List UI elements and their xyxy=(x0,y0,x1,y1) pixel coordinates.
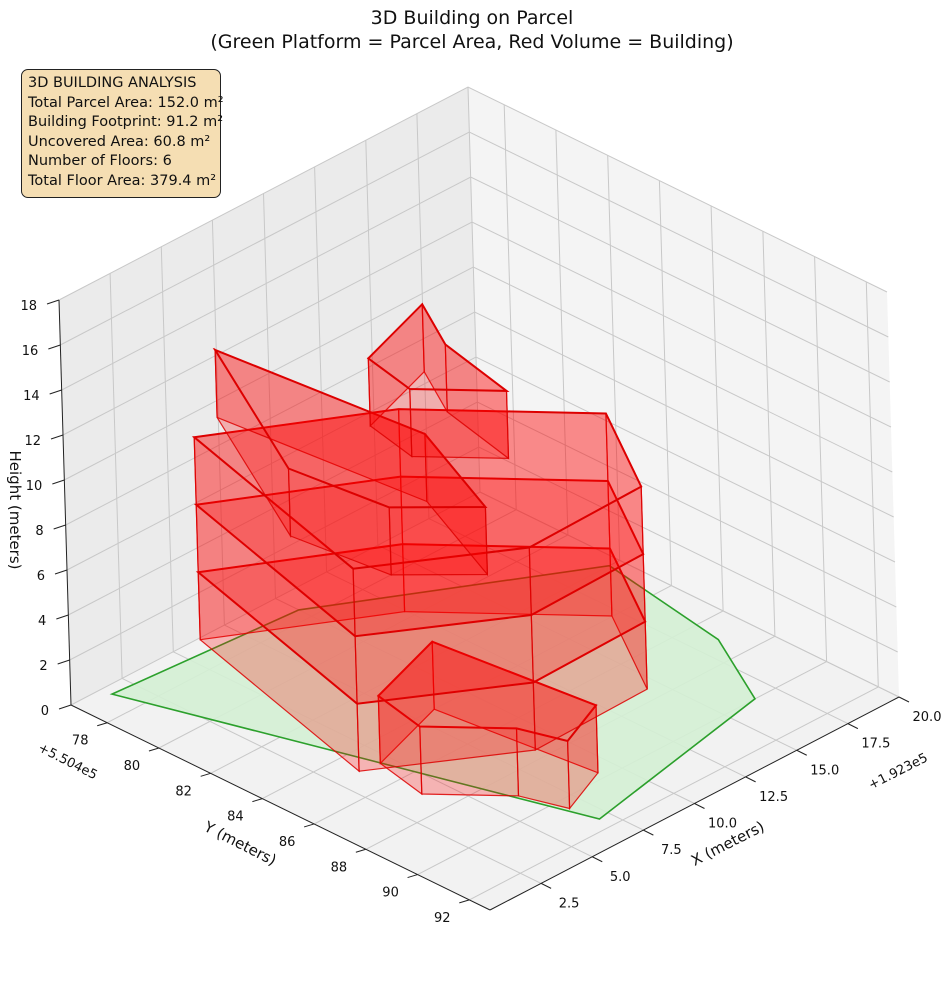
building-floor-1 xyxy=(376,640,599,811)
x-tick-label: 17.5 xyxy=(861,737,890,752)
right-wall-pane xyxy=(468,87,899,697)
x-tick xyxy=(540,882,552,889)
y-tick-label: 82 xyxy=(175,784,192,799)
z-gridline xyxy=(58,86,888,301)
z-gridline xyxy=(70,491,900,706)
y-tick xyxy=(97,722,108,727)
z-tick xyxy=(53,524,66,530)
y-tick xyxy=(459,899,470,904)
z-gridline xyxy=(69,446,898,661)
info-line: Total Parcel Area: 152.0 m² xyxy=(28,94,224,111)
y-tick xyxy=(200,772,211,777)
z-tick-label: 12 xyxy=(24,434,41,449)
z-tick-label: 16 xyxy=(22,344,39,359)
floor-roof xyxy=(376,640,598,743)
z-gridline xyxy=(64,266,893,481)
chart-subtitle: (Green Platform = Parcel Area, Red Volum… xyxy=(210,31,734,53)
z-axis-label: Height (meters) xyxy=(6,451,24,570)
z-tick xyxy=(50,434,64,440)
info-line: Uncovered Area: 60.8 m² xyxy=(28,133,211,150)
y-tick-label: 92 xyxy=(434,911,451,926)
y-offset-label: +5.504e5 xyxy=(35,741,99,784)
x-tick-label: 5.0 xyxy=(610,870,631,885)
floor-roof xyxy=(212,347,488,509)
y-tick-label: 78 xyxy=(72,734,89,749)
x-tick xyxy=(694,803,705,809)
building-floor-6 xyxy=(366,302,510,460)
x-offset-label: +1.923e5 xyxy=(866,751,930,794)
x-tick xyxy=(847,723,859,730)
y-tick xyxy=(355,848,366,853)
z-tick xyxy=(46,299,60,305)
z-tick-label: 18 xyxy=(20,299,37,314)
z-tick xyxy=(52,479,65,485)
y-tick xyxy=(303,823,315,828)
building-floor-4 xyxy=(191,408,644,638)
z-gridline xyxy=(65,311,894,526)
y-tick-label: 84 xyxy=(227,810,244,825)
z-gridline xyxy=(61,176,890,391)
floor-roof xyxy=(366,302,510,392)
x-tick xyxy=(898,696,910,703)
z-gridline xyxy=(66,356,896,571)
y-tick-label: 80 xyxy=(124,759,141,774)
info-line: Building Footprint: 91.2 m² xyxy=(28,114,224,130)
chart-title: 3D Building on Parcel xyxy=(370,7,574,29)
x-tick-label: 7.5 xyxy=(661,843,682,858)
z-tick-label: 6 xyxy=(37,569,45,584)
y-tick-label: 88 xyxy=(331,860,348,875)
z-tick-label: 8 xyxy=(35,524,43,539)
z-tick xyxy=(49,389,62,395)
y-tick-label: 90 xyxy=(382,886,399,901)
z-gridline xyxy=(62,221,892,436)
y-axis-line xyxy=(70,704,491,911)
info-line: 3D BUILDING ANALYSIS xyxy=(28,75,197,91)
z-tick xyxy=(48,344,61,350)
z-tick xyxy=(54,569,68,575)
z-tick-label: 2 xyxy=(39,659,47,674)
building-layer xyxy=(191,302,648,811)
info-line: Total Floor Area: 379.4 m² xyxy=(28,172,217,189)
y-tick xyxy=(407,874,418,879)
y-axis-label: Y (meters) xyxy=(200,817,279,869)
x-tick xyxy=(796,749,807,756)
analysis-info-box: 3D BUILDING ANALYSIS Total Parcel Area: … xyxy=(21,69,224,198)
x-tick-label: 12.5 xyxy=(759,790,788,805)
x-tick-label: 15.0 xyxy=(810,763,839,778)
floor-roof xyxy=(191,408,643,570)
x-tick xyxy=(643,829,654,836)
x-tick-label: 2.5 xyxy=(559,896,580,911)
x-tick-label: 10.0 xyxy=(708,817,737,832)
y-tick xyxy=(148,747,160,752)
y-tick-label: 86 xyxy=(279,835,296,850)
z-tick-label: 10 xyxy=(26,479,43,494)
z-tick xyxy=(58,704,72,710)
x-tick xyxy=(592,856,603,863)
z-tick-label: 14 xyxy=(23,389,40,404)
z-tick xyxy=(57,659,70,665)
y-tick xyxy=(252,798,263,803)
z-tick-label: 4 xyxy=(38,614,46,629)
info-line: Number of Floors: 6 xyxy=(28,153,172,169)
building-floor-5 xyxy=(212,347,489,577)
x-tick xyxy=(745,776,756,783)
z-tick xyxy=(56,614,69,620)
z-tick-label: 0 xyxy=(41,704,49,719)
x-tick-label: 20.0 xyxy=(913,710,942,725)
z-axis-line xyxy=(58,299,72,706)
building-floor-2 xyxy=(195,543,648,773)
z-gridline xyxy=(68,401,897,616)
z-gridline xyxy=(60,131,889,346)
